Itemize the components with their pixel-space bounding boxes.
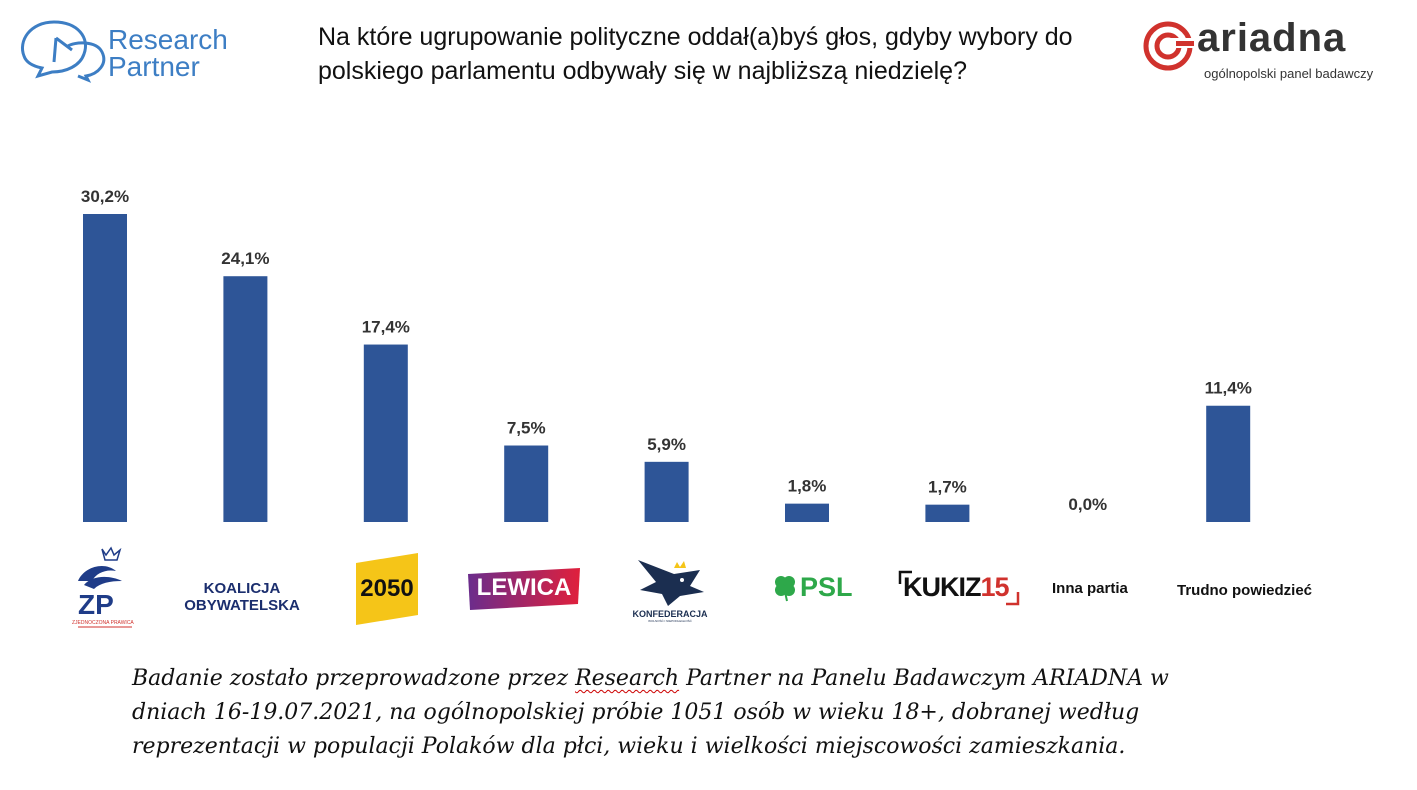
bar-2	[223, 276, 268, 522]
2050-badge-icon	[356, 553, 418, 625]
polska-2050-logo: 2050	[356, 553, 418, 625]
zp-logo: ZP ZJEDNOCZONA PRAWICA	[70, 545, 140, 630]
bar-5	[644, 461, 689, 522]
lewica-banner-icon	[468, 568, 580, 610]
clover-icon	[775, 576, 795, 602]
psl-label: PSL	[800, 572, 853, 602]
kukiz15-logo: KUKIZ15	[898, 570, 1022, 606]
research-partner-wordmark: Research Partner	[108, 24, 228, 82]
bar-4	[504, 445, 549, 522]
bar-6	[785, 503, 829, 522]
data-label-5: 5,9%	[647, 435, 686, 454]
data-label-9: 11,4%	[1205, 379, 1252, 398]
kukiz-bracket-icon	[898, 570, 1020, 606]
ariadna-logo: ariadna ogólnopolski panel badawczy	[1140, 16, 1400, 88]
zp-subtitle: ZJEDNOCZONA PRAWICA	[72, 620, 134, 626]
data-label-7: 1,7%	[928, 478, 967, 497]
psl-logo: PSL	[772, 572, 856, 604]
zp-crown-eagle-icon	[78, 546, 132, 628]
bar-3	[363, 344, 408, 522]
ko-line2: OBYWATELSKA	[184, 597, 300, 614]
ko-line1: KOALICJA	[203, 580, 281, 597]
konfederacja-logo: KONFEDERACJA WOLNOŚĆ I NIEPODLEGŁOŚĆ	[630, 552, 710, 624]
bar-chart: 30,2% 24,1% 17,4% 7,5% 5,9% 1,8% 1,7% 0,0% 11,4%	[81, 187, 1252, 522]
study-note: Badanie zostało przeprowadzone przez Res…	[132, 662, 1212, 764]
lewica-logo: LEWICA	[468, 568, 580, 610]
study-note-part2: Partner na Panelu Badawczym ARIADNA w dn…	[132, 666, 1169, 759]
research-partner-logo: Research Partner	[16, 16, 246, 86]
data-label-2: 24,1%	[221, 249, 269, 268]
data-label-3: 17,4%	[362, 318, 410, 337]
lewica-label: LEWICA	[476, 574, 572, 601]
category-label-inna: Inna partia	[1052, 580, 1128, 597]
ariadna-tagline: ogólnopolski panel badawczy	[1204, 66, 1374, 81]
konfederacja-eagle-icon	[638, 560, 704, 606]
zp-abbr: ZP	[78, 589, 114, 620]
ko-logo: KOALICJA OBYWATELSKA	[182, 580, 302, 620]
data-label-1: 30,2%	[81, 187, 129, 206]
kukiz-number: 15	[980, 572, 1010, 602]
bar-9	[1206, 405, 1251, 522]
ariadna-wordmark: ariadna	[1197, 16, 1347, 60]
konfederacja-label: KONFEDERACJA	[632, 609, 708, 619]
category-label-trudno: Trudno powiedzieć	[1177, 582, 1313, 599]
study-note-part1: Badanie zostało przeprowadzone przez	[132, 666, 576, 691]
speech-bubble-icon	[21, 20, 106, 83]
bar-1	[83, 214, 127, 522]
data-label-8: 0,0%	[1068, 495, 1107, 514]
study-note-research: Research	[575, 666, 680, 691]
data-label-4: 7,5%	[507, 419, 546, 438]
bar-7	[925, 504, 970, 522]
data-label-6: 1,8%	[788, 477, 827, 496]
kukiz-label: KUKIZ	[903, 572, 981, 602]
2050-label: 2050	[360, 575, 414, 602]
konfederacja-subtitle: WOLNOŚĆ I NIEPODLEGŁOŚĆ	[648, 619, 692, 623]
ariadna-spiral-icon	[1143, 21, 1194, 71]
chart-title: Na które ugrupowanie polityczne oddał(a)…	[318, 23, 1073, 85]
